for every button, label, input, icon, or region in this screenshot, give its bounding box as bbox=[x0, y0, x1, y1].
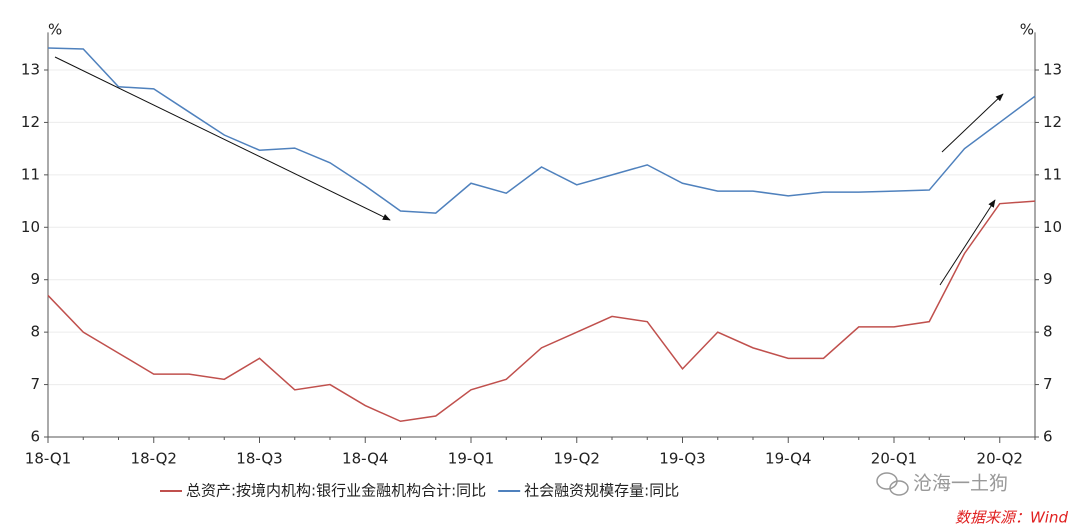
y2-tick-label: 13 bbox=[1043, 60, 1062, 78]
watermark: 沧海一土狗 bbox=[876, 472, 1008, 496]
y-unit: % bbox=[48, 21, 62, 39]
x-tick-label: 19-Q4 bbox=[765, 450, 811, 468]
y2-tick-label: 10 bbox=[1043, 218, 1062, 236]
x-tick-label: 20-Q2 bbox=[977, 450, 1023, 468]
plot-area: 6 7 8 9 10 11 12 13 6 7 8 9 10 11 12 13 18-Q1 18-Q2 18-Q3 1… bbox=[21, 32, 1062, 468]
watermark-text: 沧海一土狗 bbox=[913, 473, 1008, 495]
y2-tick-label: 11 bbox=[1043, 165, 1062, 183]
y2-tick-label: 12 bbox=[1043, 113, 1062, 131]
x-tick-label: 18-Q1 bbox=[25, 450, 71, 468]
y-tick-label: 7 bbox=[30, 375, 40, 393]
y-tick-label: 9 bbox=[30, 270, 40, 288]
x-tick-label: 18-Q4 bbox=[342, 450, 388, 468]
x-tick-label: 18-Q3 bbox=[236, 450, 282, 468]
y-tick-label: 8 bbox=[30, 323, 40, 341]
trend-arrow bbox=[54, 56, 391, 221]
x-tick-label: 18-Q2 bbox=[131, 450, 177, 468]
x-tick-label: 19-Q3 bbox=[659, 450, 705, 468]
y-tick-label: 11 bbox=[21, 165, 40, 183]
trend-arrow bbox=[941, 93, 1004, 153]
y2-tick-label: 9 bbox=[1043, 270, 1053, 288]
x-tick-label: 19-Q1 bbox=[448, 450, 494, 468]
source-note: 数据来源：Wind bbox=[955, 509, 1069, 527]
y-tick-label: 13 bbox=[21, 60, 40, 78]
y2-tick-label: 6 bbox=[1043, 428, 1053, 446]
y-tick-label: 10 bbox=[21, 218, 40, 236]
series-line bbox=[47, 200, 1036, 423]
x-tick-label: 19-Q2 bbox=[554, 450, 600, 468]
legend-label: 总资产:按境内机构:银行业金融机构合计:同比 bbox=[186, 482, 486, 500]
legend: 总资产:按境内机构:银行业金融机构合计:同比 社会融资规模存量:同比 bbox=[160, 482, 679, 500]
y-tick-label: 12 bbox=[21, 113, 40, 131]
trend-arrow bbox=[939, 199, 996, 286]
x-tick-label: 20-Q1 bbox=[871, 450, 917, 468]
y2-unit: % bbox=[1020, 21, 1034, 39]
y2-tick-label: 8 bbox=[1043, 323, 1053, 341]
legend-label: 社会融资规模存量:同比 bbox=[524, 482, 679, 500]
y2-tick-label: 7 bbox=[1043, 375, 1053, 393]
y-tick-label: 6 bbox=[30, 428, 40, 446]
series-line bbox=[47, 47, 1036, 214]
